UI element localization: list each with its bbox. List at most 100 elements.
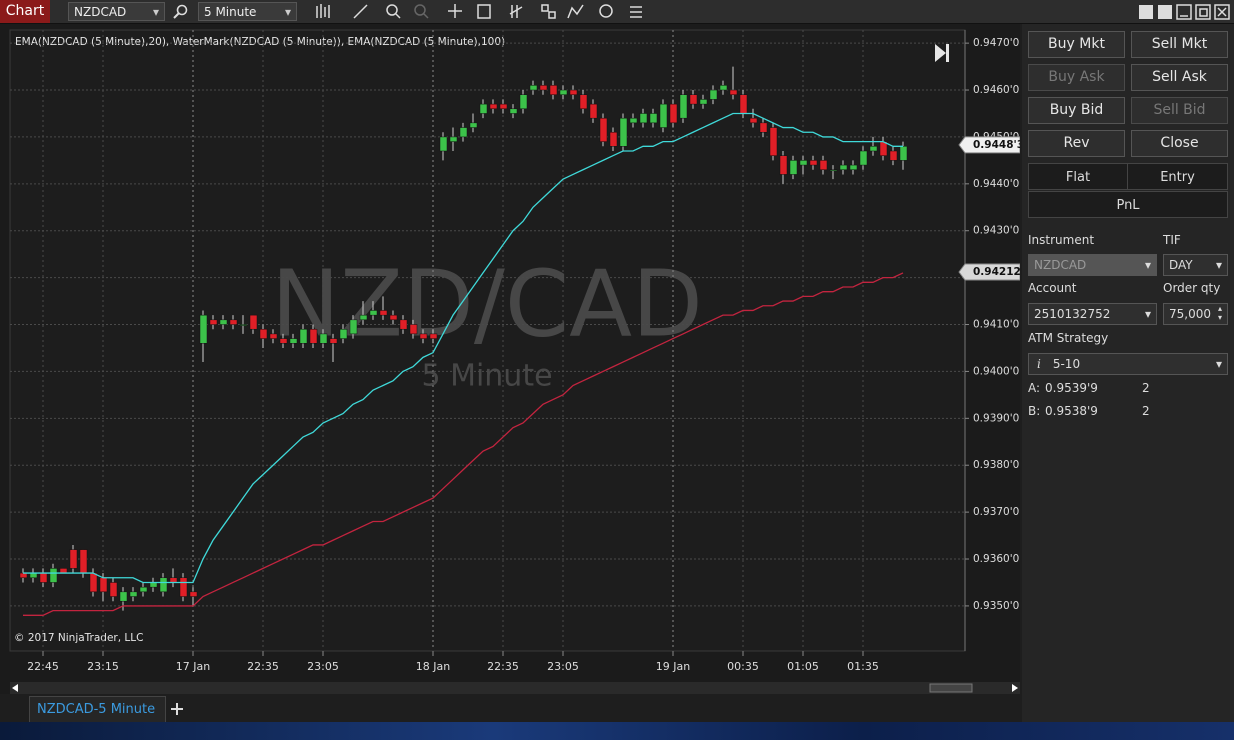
order-panel: Buy Mkt Sell Mkt Buy Ask Sell Ask Buy Bid Sel… [1022,24,1234,722]
instrument-select: NZDCAD ▾ [1028,254,1157,276]
candle-body [49,568,58,583]
candle-body [489,103,498,110]
x-tick-label: 23:05 [547,660,579,673]
candle-body [779,155,788,175]
quote-price: 0.9539'9 [1045,381,1098,395]
chart-tab[interactable]: NZDCAD-5 Minute [29,696,166,722]
candle-body [59,568,68,574]
flat-cell: Flat [1028,163,1128,190]
order-button[interactable]: Buy Bid [1028,97,1125,124]
x-tick-label: 22:45 [27,660,59,673]
order-button: Sell Bid [1131,97,1228,124]
candle-body [709,89,718,100]
entry-cell: Entry [1127,163,1228,190]
instrument-selector[interactable]: NZDCAD [68,2,165,22]
window-controls[interactable] [1138,3,1234,21]
candle-body [19,572,28,579]
price-marker [958,136,1020,154]
candle-body [339,328,348,339]
candle-body [119,591,128,602]
order-button[interactable]: Sell Ask [1131,64,1228,91]
order-button[interactable]: Close [1131,130,1228,157]
y-tick-label: 0.9410'0 [973,319,1019,331]
candle-body [369,310,378,316]
candle-body [719,85,728,91]
y-tick-label: 0.9380'0 [973,459,1019,471]
account-value: 2510132752 [1034,307,1111,321]
candle-body [439,136,448,152]
candle-body [459,127,468,138]
y-tick-label: 0.9390'0 [973,412,1019,424]
atm-info: i [1037,357,1041,371]
candle-body [789,160,798,175]
quote-size: 2 [1142,381,1150,395]
order-button[interactable]: Buy Mkt [1028,31,1125,58]
candle-body [409,324,418,335]
qty-input[interactable]: 75,000 ▴ ▾ [1163,303,1228,325]
candle-body [159,577,168,593]
quote-size: 2 [1142,404,1150,418]
order-button[interactable]: Sell Mkt [1131,31,1228,58]
candle-body [899,146,908,161]
candle-body [179,577,188,597]
candle-body [539,85,548,91]
candle-body [849,164,858,171]
y-tick-label: 0.9400'0 [973,365,1019,377]
candle-body [349,319,358,335]
candle-body [619,117,628,147]
add-tab[interactable] [169,701,185,717]
candle-body [679,94,688,119]
price-marker-label: 0.94212 [973,266,1020,278]
candle-body [589,103,598,119]
chart: NZD/CAD 5 Minute EMA(NZDCAD (5 Minute),2… [0,24,1020,694]
scroll-to-end[interactable] [935,44,949,62]
candle-body [529,85,538,91]
chart-panel: NZD/CAD 5 Minute EMA(NZDCAD (5 Minute),2… [0,24,1020,694]
scrollbar[interactable] [10,682,1020,694]
candle-body [809,160,818,166]
instrument-value: NZDCAD [1034,258,1087,272]
tab-bar: NZDCAD-5 Minute [0,694,1020,722]
x-tick-label: 23:15 [87,660,119,673]
candle-body [359,314,368,321]
search-icon[interactable] [172,3,190,21]
scroll-thumb[interactable] [929,683,973,693]
candle-body [39,572,48,583]
candle-body [519,94,528,110]
desktop-strip [0,722,1234,740]
order-button[interactable]: Rev [1028,130,1125,157]
candle-body [89,572,98,593]
x-tick-label: 01:05 [787,660,819,673]
price-marker-label: 0.9448'3 [973,139,1020,151]
y-tick-label: 0.9470'0 [973,37,1019,49]
qty-value: 75,000 [1169,307,1211,321]
candle-body [29,572,38,579]
candle-body [859,150,868,166]
candle-body [299,328,308,344]
candle-body [839,164,848,171]
candle-body [769,127,778,156]
quote-side: B: [1028,404,1041,418]
y-tick-label: 0.9360'0 [973,553,1019,565]
candle-body [749,117,758,124]
candle-body [499,103,508,110]
interval-selector[interactable]: 5 Minute [198,2,297,22]
instrument-label: Instrument [1028,233,1095,247]
candle-body [309,328,318,344]
candle-body [319,333,328,344]
y-tick-label: 0.9370'0 [973,506,1019,518]
x-tick-label: 00:35 [727,660,759,673]
tif-select[interactable]: DAY ▾ [1163,254,1228,276]
candle-body [229,319,238,325]
account-select[interactable]: 2510132752 ▾ [1028,303,1157,325]
candle-body [399,319,408,330]
candle-body [699,99,708,105]
candle-body [239,324,248,326]
y-tick-label: 0.9430'0 [973,225,1019,237]
candle-body [69,549,78,569]
atm-select[interactable]: i 5-10 ▾ [1028,353,1228,375]
candle-body [609,131,618,147]
candle-body [659,103,668,128]
atm-value: 5-10 [1052,357,1081,371]
